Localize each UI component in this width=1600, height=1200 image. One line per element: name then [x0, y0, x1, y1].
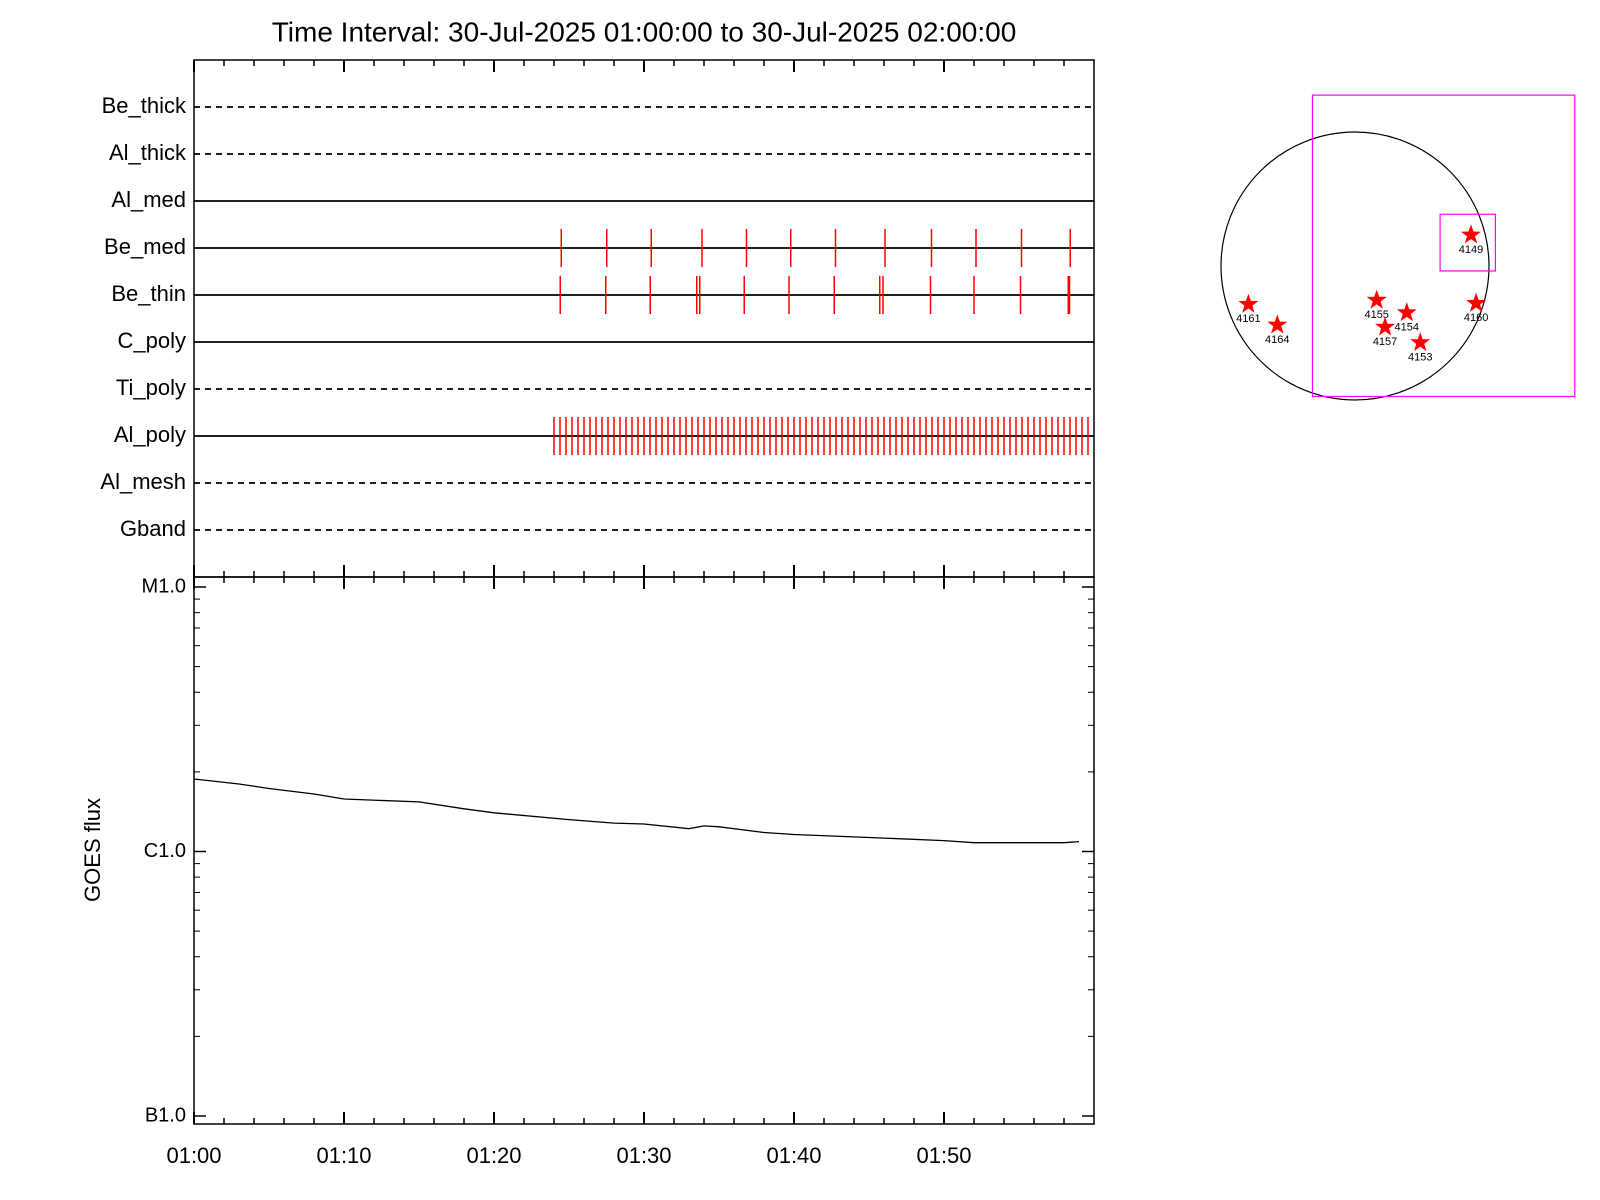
filter-label: Gband: [120, 516, 186, 541]
filter-label: Al_mesh: [100, 469, 186, 494]
x-tick-label: 01:00: [166, 1143, 221, 1168]
x-tick-label: 01:40: [766, 1143, 821, 1168]
x-tick-label: 01:10: [316, 1143, 371, 1168]
fov-box: [1439, 213, 1496, 272]
x-tick-label: 01:20: [466, 1143, 521, 1168]
region-marker: [1267, 314, 1288, 334]
solar-limb: [1220, 131, 1490, 401]
flux-line: [193, 778, 1080, 844]
region-label: 4157: [1373, 336, 1397, 348]
region-marker: [1375, 316, 1395, 336]
x-tick-label: 01:50: [916, 1143, 971, 1168]
region-marker: [1461, 224, 1481, 244]
x-tick-label: 01:30: [616, 1143, 671, 1168]
filter-label: C_poly: [118, 328, 186, 353]
filter-label: Al_med: [111, 187, 186, 212]
filter-label: Al_poly: [114, 422, 186, 447]
y-axis-label: GOES flux: [80, 798, 105, 902]
region-label: 4154: [1395, 322, 1419, 334]
filter-label: Be_med: [104, 234, 186, 259]
region-label: 4161: [1236, 313, 1260, 325]
region-marker: [1396, 302, 1417, 322]
region-label: 4149: [1459, 244, 1483, 256]
region-label: 4153: [1408, 351, 1432, 363]
y-tick-label: B1.0: [145, 1104, 186, 1126]
filter-label: Be_thick: [102, 93, 187, 118]
region-marker: [1466, 292, 1487, 312]
filter-label: Al_thick: [109, 140, 187, 165]
y-tick-label: C1.0: [144, 840, 186, 862]
filter-label: Be_thin: [111, 281, 186, 306]
fov-box: [1311, 94, 1576, 398]
y-tick-label: M1.0: [142, 575, 186, 597]
plot-frame: [193, 59, 1095, 578]
region-marker: [1366, 289, 1387, 309]
region-label: 4155: [1364, 309, 1388, 321]
region-label: 4164: [1265, 334, 1289, 346]
filter-label: Ti_poly: [116, 375, 186, 400]
chart-title: Time Interval: 30-Jul-2025 01:00:00 to 3…: [272, 16, 1017, 47]
sun-map: 4149 4161 4164 4155 4154 4157 4153 4160: [1220, 94, 1576, 401]
region-marker: [1238, 293, 1259, 313]
region-marker: [1410, 332, 1431, 352]
region-label: 4160: [1464, 312, 1488, 324]
plot-frame: [193, 576, 1095, 1125]
